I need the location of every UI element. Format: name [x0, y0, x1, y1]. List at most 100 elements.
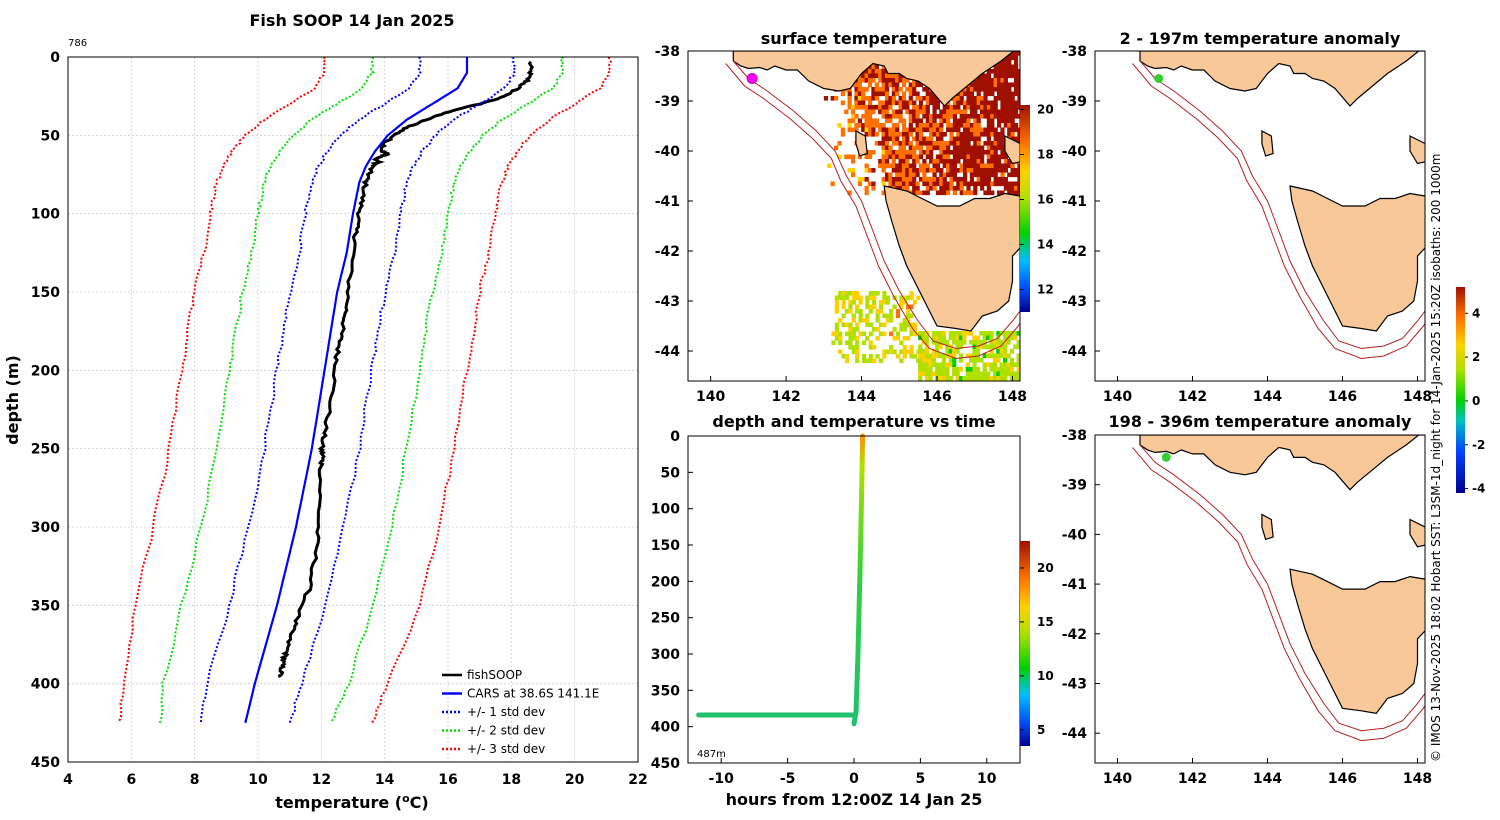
- sst-pixel: [882, 291, 887, 296]
- sst-pixel: [1007, 91, 1012, 97]
- sst-pixel: [986, 353, 991, 359]
- sst-pixel: [922, 114, 927, 119]
- sst-pixel: [942, 132, 947, 137]
- sst-pixel: [980, 100, 985, 106]
- sst-pixel: [945, 362, 950, 368]
- sst-pixel: [848, 304, 853, 310]
- sst-pixel: [925, 141, 930, 146]
- sst-pixel: [922, 109, 927, 115]
- sst-pixel: [895, 168, 900, 173]
- sst-pixel: [986, 100, 991, 106]
- sst-pixel: [990, 154, 995, 160]
- sst-pixel: [969, 376, 974, 381]
- sst-pixel: [993, 181, 998, 187]
- sst-pixel: [996, 145, 1002, 151]
- sst-pixel: [938, 344, 943, 350]
- sst-pixel: [986, 141, 991, 146]
- sst-pixel: [918, 141, 924, 146]
- sst-pixel: [972, 358, 977, 363]
- land-polygon: [1261, 130, 1274, 157]
- sst-pixel: [844, 354, 850, 359]
- sst-pixel: [868, 322, 873, 328]
- timeseries-ytick-label: 200: [651, 574, 680, 590]
- sst-pixel: [946, 163, 951, 169]
- sst-pixel: [942, 186, 947, 191]
- sst-pixel: [1017, 69, 1020, 74]
- sst-pixel: [875, 354, 880, 359]
- sst-pixel: [982, 367, 987, 372]
- sst-pixel: [973, 109, 978, 115]
- sst-pixel: [975, 371, 981, 377]
- sst-pixel: [993, 96, 998, 101]
- sst-pixel: [955, 335, 960, 341]
- timeseries-ytick-label: 450: [651, 756, 680, 772]
- sst-pixel: [952, 349, 957, 354]
- sst-pixel: [1003, 105, 1008, 110]
- sst-pixel: [908, 181, 913, 187]
- sst-pixel: [864, 177, 869, 182]
- sst-pixel: [1003, 109, 1008, 115]
- sst-pixel: [837, 123, 842, 128]
- map-xtick-label: 144: [1253, 771, 1282, 787]
- sst-pixel: [878, 358, 884, 364]
- sst-pixel: [899, 327, 904, 332]
- sst-pixel: [966, 163, 971, 169]
- sst-pixel: [972, 349, 977, 354]
- sst-pixel: [983, 78, 988, 83]
- sst-pixel: [992, 340, 998, 345]
- sst-pixel: [864, 114, 869, 119]
- sst-pixel: [990, 141, 995, 146]
- sst-pixel: [939, 141, 944, 146]
- map-ytick-label: -41: [1062, 194, 1087, 210]
- sst-pixel: [973, 105, 978, 110]
- sst-pixel: [966, 127, 971, 133]
- sst-pixel: [848, 327, 853, 332]
- sst-pixel: [918, 127, 924, 133]
- sst-pixel: [993, 87, 998, 92]
- sst-pixel: [942, 118, 947, 124]
- sst-pixel: [915, 91, 920, 97]
- sst-pixel: [956, 177, 961, 182]
- sst-pixel: [918, 371, 923, 377]
- sst-pixel: [952, 177, 958, 182]
- sst-pixel: [851, 327, 856, 332]
- sst-pixel: [905, 78, 910, 83]
- sst-pixel: [1017, 136, 1020, 142]
- sst-pixel: [868, 304, 873, 310]
- sst-pixel: [1013, 82, 1019, 88]
- timeseries-panel: depth and temperature vs time -10 -5 0 5 100…: [651, 412, 1054, 809]
- sst-pixel: [975, 335, 981, 341]
- sst-pixel: [847, 87, 852, 92]
- sst-pixel: [949, 168, 954, 173]
- sst-pixel: [946, 114, 951, 119]
- sst-pixel: [952, 96, 958, 101]
- sst-pixel: [891, 177, 896, 182]
- sst-pixel: [949, 127, 954, 133]
- sst-pixel: [976, 127, 981, 133]
- sst-pixel: [952, 186, 958, 191]
- sst-pixel: [986, 335, 991, 341]
- sst-pixel: [924, 353, 930, 359]
- sst-pixel: [895, 132, 900, 137]
- sst-pixel: [935, 362, 940, 368]
- sst-pixel: [963, 141, 968, 146]
- sst-pixel: [942, 181, 947, 187]
- sst-pixel: [1010, 73, 1015, 79]
- sst-pixel: [952, 123, 958, 128]
- sst-pixel: [996, 154, 1002, 160]
- sst-pixel: [881, 100, 886, 106]
- sst-pixel: [939, 177, 944, 182]
- sst-pixel: [958, 367, 964, 372]
- map-xtick-label: 146: [922, 389, 951, 405]
- sst-pixel: [986, 154, 991, 160]
- sst-pixel: [956, 123, 961, 128]
- sst-pixel: [881, 168, 886, 173]
- sst-pixel: [1010, 82, 1015, 88]
- sst-pixel: [973, 141, 978, 146]
- sst-colorbar-tick-label: 12: [1037, 283, 1054, 297]
- sst-pixel: [952, 190, 958, 196]
- sst-pixel: [912, 105, 917, 110]
- sst-pixel: [851, 336, 856, 341]
